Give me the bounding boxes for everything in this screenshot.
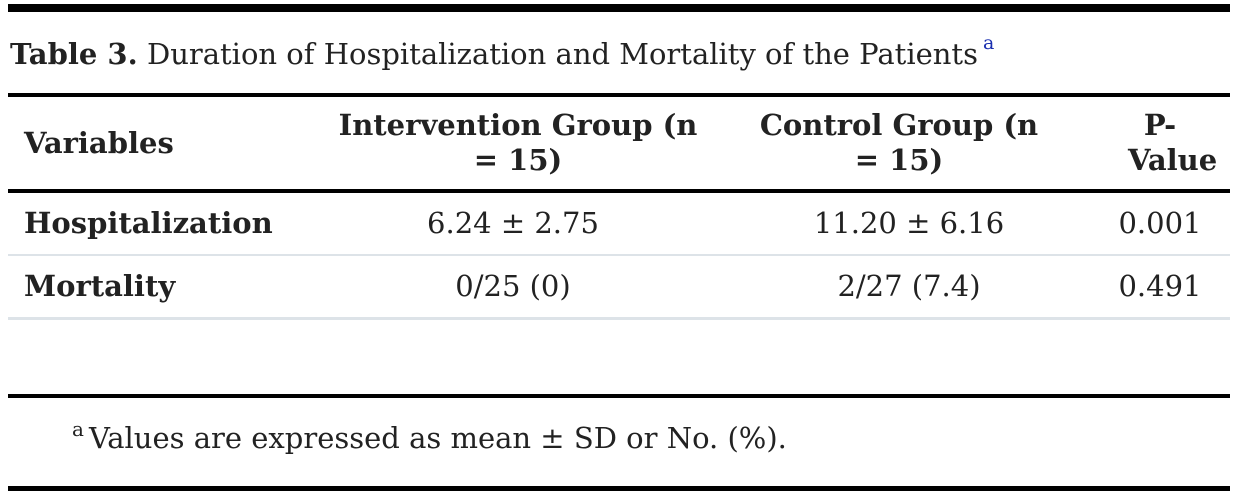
cell-intervention-mortality: 0/25 (0) bbox=[455, 269, 571, 303]
footnote-top-rule bbox=[8, 394, 1230, 398]
cell-p-value-mortality: 0.491 bbox=[1118, 269, 1202, 303]
caption-title: Duration of Hospitalization and Mortalit… bbox=[146, 37, 978, 71]
cell-control-hospitalization: 11.20 ± 6.16 bbox=[813, 206, 1005, 240]
header-intervention-group: Intervention Group (n = 15) bbox=[338, 108, 698, 177]
bottom-rule bbox=[8, 486, 1230, 491]
table-caption: Table 3. Duration of Hospitalization and… bbox=[10, 32, 994, 76]
header-p-value: P-Value bbox=[1128, 108, 1218, 177]
header-control-group: Control Group (n = 15) bbox=[759, 108, 1039, 177]
header-top-rule bbox=[8, 93, 1230, 97]
table-row: Mortality 0/25 (0) 2/27 (7.4) 0.491 bbox=[8, 254, 1230, 320]
header-bottom-rule bbox=[8, 189, 1230, 193]
row-label-hospitalization: Hospitalization bbox=[24, 206, 273, 240]
top-rule bbox=[8, 4, 1230, 12]
cell-p-value-hospitalization: 0.001 bbox=[1118, 206, 1202, 240]
cell-intervention-hospitalization: 6.24 ± 2.75 bbox=[427, 206, 599, 240]
row-label-mortality: Mortality bbox=[24, 269, 176, 303]
table-header-row: Variables Intervention Group (n = 15) Co… bbox=[8, 97, 1230, 189]
footnote-text: Values are expressed as mean ± SD or No.… bbox=[88, 421, 787, 455]
caption-label: Table 3. bbox=[10, 37, 138, 71]
table-row: Hospitalization 6.24 ± 2.75 11.20 ± 6.16… bbox=[8, 193, 1230, 254]
cell-control-mortality: 2/27 (7.4) bbox=[837, 269, 981, 303]
footnote-marker: a bbox=[72, 417, 84, 441]
header-variables: Variables bbox=[24, 125, 174, 160]
table-footnote: a Values are expressed as mean ± SD or No… bbox=[72, 417, 787, 459]
caption-footnote-link[interactable]: a bbox=[982, 32, 995, 54]
data-table: Variables Intervention Group (n = 15) Co… bbox=[8, 97, 1230, 320]
